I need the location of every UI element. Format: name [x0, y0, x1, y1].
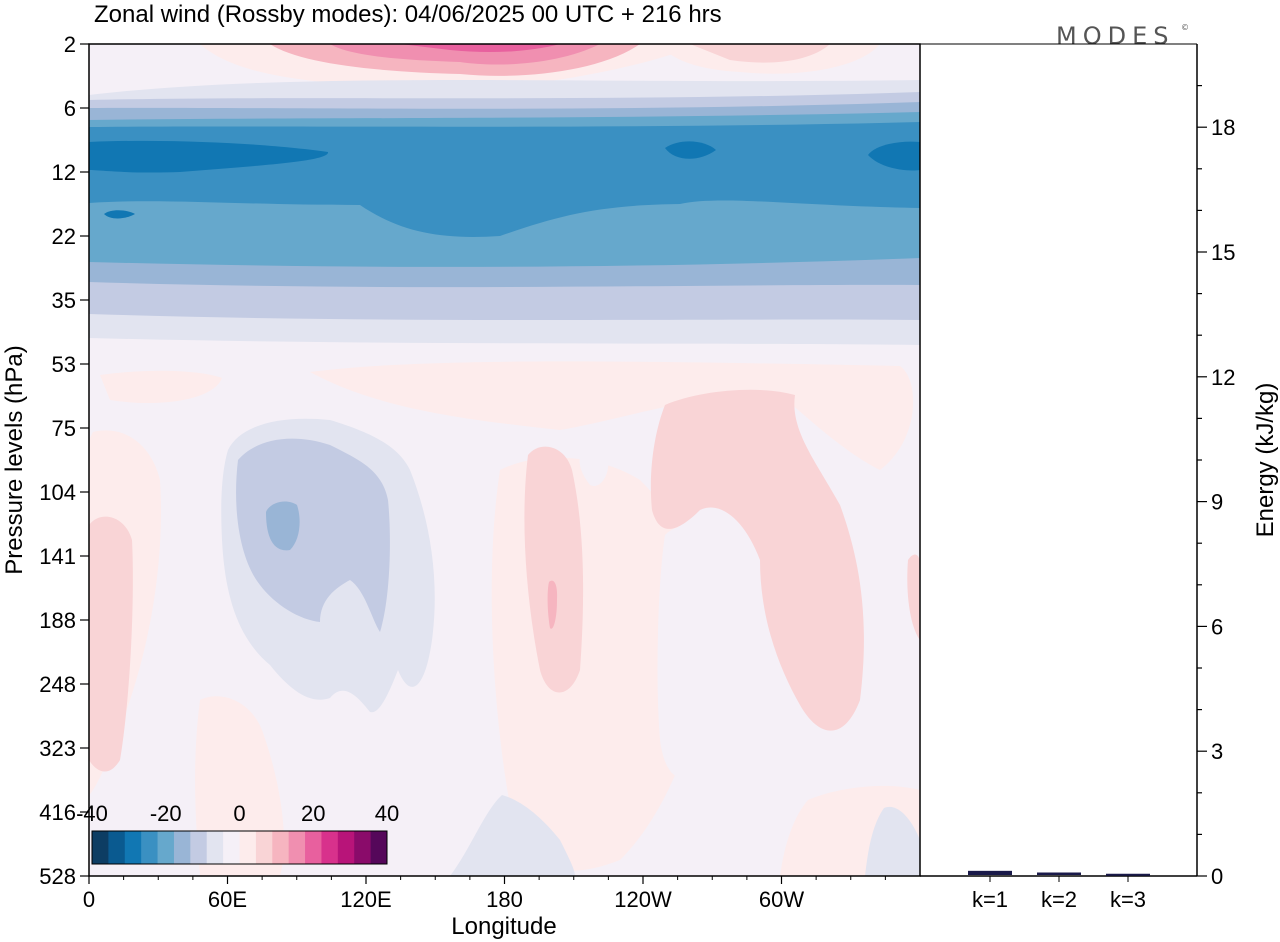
y-tick-label: 323 [39, 736, 76, 761]
colorbar-tick-label: -20 [150, 801, 182, 826]
colorbar-tick-label: -40 [76, 801, 108, 826]
x-tick-label: 120E [340, 887, 391, 912]
x-tick-label: 0 [83, 887, 95, 912]
colorbar-swatch [321, 831, 339, 864]
y-tick-label: 2 [64, 32, 76, 57]
x-tick-label: 60E [208, 887, 247, 912]
x-tick-label: 120W [614, 887, 672, 912]
energy-panel [920, 43, 1198, 877]
colorbar-tick-label: 20 [301, 801, 325, 826]
energy-tick-label: 6 [1211, 614, 1223, 639]
energy-tick-label: 12 [1211, 365, 1235, 390]
colorbar-swatch [157, 831, 175, 864]
colorbar-swatch [223, 831, 240, 864]
wavenumber-label: k=1 [972, 887, 1008, 912]
energy-axis-label: Energy (kJ/kg) [1252, 383, 1279, 538]
y-tick-label: 188 [39, 608, 76, 633]
logo-text: MODES [1056, 22, 1174, 50]
colorbar-frame [91, 830, 388, 865]
x-tick-label: 60W [759, 887, 804, 912]
energy-tick-label: 9 [1211, 490, 1223, 515]
wavenumber-label: k=2 [1041, 887, 1077, 912]
y-tick-label: 53 [52, 352, 76, 377]
y-axis-label: Pressure levels (hPa) [1, 345, 28, 574]
logo-mark: © [1181, 23, 1195, 32]
energy-tick-label: 0 [1211, 864, 1223, 889]
y-tick-label: 104 [39, 480, 76, 505]
colorbar-swatch [354, 831, 372, 864]
colorbar-swatch [108, 831, 126, 864]
x-tick-label: 180 [486, 887, 523, 912]
colorbar-tick-label: 0 [233, 801, 245, 826]
x-axis-label: Longitude [451, 913, 556, 940]
y-tick-label: 528 [39, 864, 76, 889]
colorbar-swatch [337, 831, 355, 864]
y-tick-label: 75 [52, 416, 76, 441]
y-tick-label: 141 [39, 544, 76, 569]
wavenumber-label: k=3 [1110, 887, 1146, 912]
colorbar-swatch [239, 831, 257, 864]
colorbar-swatch [305, 831, 322, 864]
colorbar-tick-labels: -40 -20 0 20 40 [76, 801, 399, 826]
energy-bar [1106, 873, 1150, 876]
y-tick-label: 22 [52, 224, 76, 249]
energy-bar [968, 870, 1012, 875]
energy-bar [1037, 872, 1081, 875]
x-axis: 0 60E 120E 180 120W 60W [83, 876, 886, 912]
colorbar-swatch [370, 831, 388, 864]
colorbar: -40 -20 0 20 40 [76, 801, 399, 865]
colorbar-swatch [288, 831, 306, 864]
colorbar-swatch [190, 831, 208, 864]
x-axis-wavenumber: k=1 k=2 k=3 [972, 876, 1146, 912]
colorbar-swatch [173, 831, 191, 864]
energy-tick-label: 3 [1211, 739, 1223, 764]
colorbar-swatch [124, 831, 142, 864]
energy-tick-label: 15 [1211, 240, 1235, 265]
colorbar-swatch [92, 831, 109, 864]
y-tick-label: 248 [39, 672, 76, 697]
colorbar-swatch [255, 831, 273, 864]
y-axis-pressure: 2 6 12 22 35 53 75 104 141 188 248 323 416 528 [39, 32, 89, 889]
colorbar-tick-label: 40 [375, 801, 399, 826]
colorbar-swatch [206, 831, 224, 864]
modes-logo: MODES © [1056, 22, 1195, 50]
colorbar-swatch [141, 831, 159, 864]
y-tick-label: 35 [52, 288, 76, 313]
colorbar-swatch [272, 831, 290, 864]
y-tick-label: 416 [39, 800, 76, 825]
colorbar-swatches [92, 831, 388, 864]
energy-tick-label: 18 [1211, 115, 1235, 140]
y-axis-energy: 0 3 6 9 12 15 18 [1197, 84, 1235, 889]
heatmap-field [89, 44, 920, 876]
energy-bars [968, 870, 1150, 876]
y-tick-label: 6 [64, 96, 76, 121]
y-tick-label: 12 [52, 160, 76, 185]
chart-title: Zonal wind (Rossby modes): 04/06/2025 00… [94, 1, 722, 28]
